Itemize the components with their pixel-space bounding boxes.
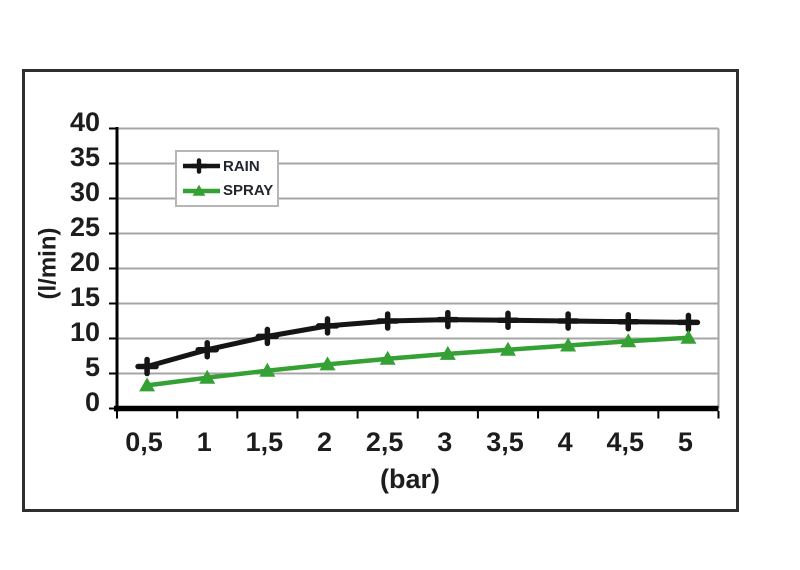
spray-line-marker-icon [183,184,220,196]
triangle-marker [620,333,637,348]
rain-line [144,317,691,369]
y-tick-label-15: 15 [69,282,100,312]
y-tick-label-30: 30 [69,177,100,207]
x-tick-label-1: 1 [196,427,212,457]
y-axis-title: (l/min) [34,227,62,300]
triangle-marker [499,341,516,356]
legend-label-spray: SPRAY [223,182,274,200]
x-tick-label-2: 2 [317,427,333,457]
triangle-marker [139,377,156,392]
spray-line [144,335,691,388]
x-tick-label-5: 5 [677,427,693,457]
series-spray [139,329,697,392]
triangle-marker [379,350,396,365]
x-axis-title: (bar) [380,464,440,494]
legend-box: RAIN SPRAY [175,150,279,207]
x-tick-label-0_5: 0,5 [125,427,163,457]
triangle-marker [680,329,697,344]
y-tick-label-35: 35 [69,142,100,172]
x-tick-label-3: 3 [437,427,453,457]
y-tick-label-40: 40 [69,107,100,137]
legend-label-rain: RAIN [223,157,260,175]
triangle-marker [439,345,456,360]
y-tick-label-25: 25 [69,212,100,242]
y-tick-label-20: 20 [69,247,100,277]
y-tick-label-5: 5 [84,352,100,382]
x-tick-label-3_5: 3,5 [486,427,524,457]
figure-frame [22,69,739,512]
rain-line-marker-icon [183,158,220,175]
gridlines [117,127,720,409]
x-tick-label-4: 4 [557,427,573,457]
axes [109,127,720,419]
x-tick-label-4_5: 4,5 [606,427,645,457]
legend-item-rain: RAIN [182,154,277,179]
x-tick-label-2_5: 2,5 [365,427,404,457]
triangle-marker [560,337,577,352]
series-rain [135,309,701,377]
triangle-marker [319,356,336,371]
x-tick-label-1_5: 1,5 [245,427,284,457]
y-tick-label-0: 0 [84,387,100,417]
legend-item-spray: SPRAY [182,179,277,204]
triangle-marker [259,362,276,377]
triangle-marker [199,369,216,384]
triangle-marker [192,184,206,196]
y-tick-label-10: 10 [69,317,100,347]
